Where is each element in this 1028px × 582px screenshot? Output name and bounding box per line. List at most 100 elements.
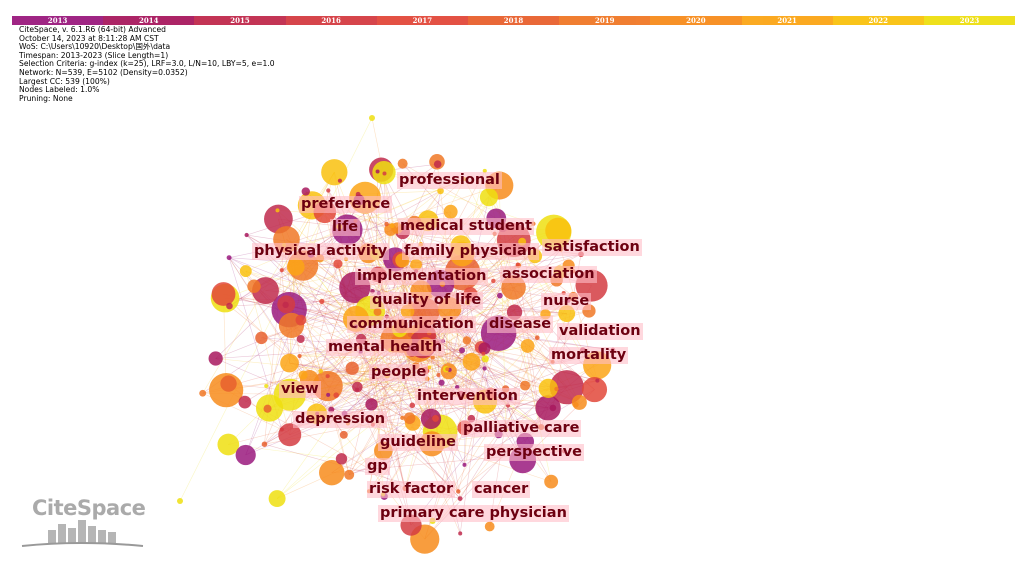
keyword-node[interactable] <box>352 381 363 393</box>
keyword-node[interactable] <box>365 398 378 411</box>
keyword-node[interactable] <box>333 392 339 398</box>
keyword-node[interactable] <box>482 366 487 371</box>
keyword-node[interactable] <box>520 380 531 391</box>
keyword-node[interactable] <box>420 408 442 429</box>
keyword-label[interactable]: life <box>330 219 361 236</box>
keyword-node[interactable] <box>462 462 467 467</box>
keyword-node[interactable] <box>515 262 520 267</box>
keyword-node[interactable] <box>296 335 305 343</box>
keyword-node[interactable] <box>407 332 413 338</box>
keyword-node[interactable] <box>199 389 207 397</box>
keyword-node[interactable] <box>279 268 284 273</box>
keyword-node[interactable] <box>239 265 252 278</box>
keyword-node[interactable] <box>295 314 307 326</box>
keyword-label[interactable]: mental health <box>326 339 445 356</box>
keyword-label[interactable]: satisfaction <box>542 239 642 256</box>
keyword-node[interactable] <box>326 392 331 397</box>
keyword-label[interactable]: physical activity <box>252 243 390 260</box>
keyword-node[interactable] <box>491 278 496 284</box>
keyword-node[interactable] <box>208 351 223 366</box>
keyword-node[interactable] <box>432 414 439 422</box>
keyword-node[interactable] <box>400 415 405 420</box>
keyword-node[interactable] <box>571 394 587 410</box>
keyword-label[interactable]: cancer <box>472 481 531 498</box>
keyword-label[interactable]: gp <box>365 458 390 475</box>
keyword-label[interactable]: nurse <box>541 293 592 310</box>
keyword-label[interactable]: view <box>279 381 321 398</box>
keyword-node[interactable] <box>549 370 584 405</box>
keyword-node[interactable] <box>437 187 444 195</box>
keyword-node[interactable] <box>534 335 540 341</box>
keyword-node[interactable] <box>301 187 310 196</box>
keyword-node[interactable] <box>235 444 256 466</box>
keyword-node[interactable] <box>226 255 232 261</box>
keyword-label[interactable]: people <box>369 364 429 381</box>
keyword-node[interactable] <box>280 353 299 373</box>
keyword-node[interactable] <box>497 292 503 299</box>
keyword-node[interactable] <box>462 352 481 371</box>
keyword-node[interactable] <box>554 386 559 392</box>
keyword-node[interactable] <box>177 498 183 504</box>
keyword-label[interactable]: implementation <box>355 268 489 285</box>
keyword-node[interactable] <box>438 379 445 386</box>
keyword-node[interactable] <box>389 223 395 229</box>
keyword-node[interactable] <box>247 279 261 293</box>
keyword-node[interactable] <box>217 433 240 456</box>
keyword-node[interactable] <box>520 339 535 353</box>
keyword-node[interactable] <box>275 208 280 213</box>
keyword-node[interactable] <box>544 474 559 489</box>
keyword-node[interactable] <box>430 333 437 339</box>
keyword-node[interactable] <box>478 342 491 355</box>
keyword-node[interactable] <box>279 427 284 432</box>
keyword-node[interactable] <box>355 387 360 392</box>
keyword-label[interactable]: palliative care <box>461 420 582 437</box>
keyword-label[interactable]: perspective <box>484 444 584 461</box>
keyword-node[interactable] <box>430 355 435 360</box>
keyword-label[interactable]: medical student <box>398 218 535 235</box>
keyword-node[interactable] <box>355 191 361 197</box>
keyword-node[interactable] <box>321 159 348 186</box>
keyword-node[interactable] <box>382 171 387 176</box>
keyword-node[interactable] <box>458 531 463 536</box>
keyword-node[interactable] <box>238 395 252 409</box>
keyword-label[interactable]: validation <box>557 323 643 340</box>
keyword-label[interactable]: primary care physician <box>378 505 569 522</box>
keyword-node[interactable] <box>481 355 489 363</box>
keyword-node[interactable] <box>436 372 441 377</box>
keyword-label[interactable]: preference <box>299 196 393 213</box>
keyword-label[interactable]: risk factor <box>367 481 456 498</box>
keyword-node[interactable] <box>479 188 498 207</box>
keyword-node[interactable] <box>268 490 286 508</box>
keyword-node[interactable] <box>462 336 472 345</box>
keyword-label[interactable]: mortality <box>549 347 629 364</box>
keyword-node[interactable] <box>481 351 486 356</box>
keyword-node[interactable] <box>297 353 302 359</box>
keyword-node[interactable] <box>211 282 236 306</box>
keyword-node[interactable] <box>373 307 382 316</box>
keyword-node[interactable] <box>545 217 572 244</box>
keyword-node[interactable] <box>220 375 237 392</box>
keyword-node[interactable] <box>456 489 461 494</box>
keyword-node[interactable] <box>263 404 272 413</box>
keyword-node[interactable] <box>369 115 375 121</box>
keyword-node[interactable] <box>298 370 308 380</box>
keyword-label[interactable]: quality of life <box>370 292 484 309</box>
keyword-node[interactable] <box>409 402 416 409</box>
keyword-node[interactable] <box>384 221 389 227</box>
keyword-node[interactable] <box>410 258 422 271</box>
keyword-node[interactable] <box>581 377 608 403</box>
keyword-node[interactable] <box>318 368 323 374</box>
keyword-node[interactable] <box>573 401 579 408</box>
keyword-label[interactable]: intervention <box>415 388 521 405</box>
keyword-node[interactable] <box>326 188 331 193</box>
keyword-node[interactable] <box>482 168 487 173</box>
keyword-node[interactable] <box>282 301 289 309</box>
keyword-node[interactable] <box>595 378 600 383</box>
keyword-node[interactable] <box>339 430 348 439</box>
keyword-node[interactable] <box>484 521 495 532</box>
keyword-node[interactable] <box>459 347 466 354</box>
keyword-node[interactable] <box>397 158 408 169</box>
keyword-node[interactable] <box>433 160 442 168</box>
keyword-node[interactable] <box>345 361 359 375</box>
keyword-node[interactable] <box>278 423 302 447</box>
